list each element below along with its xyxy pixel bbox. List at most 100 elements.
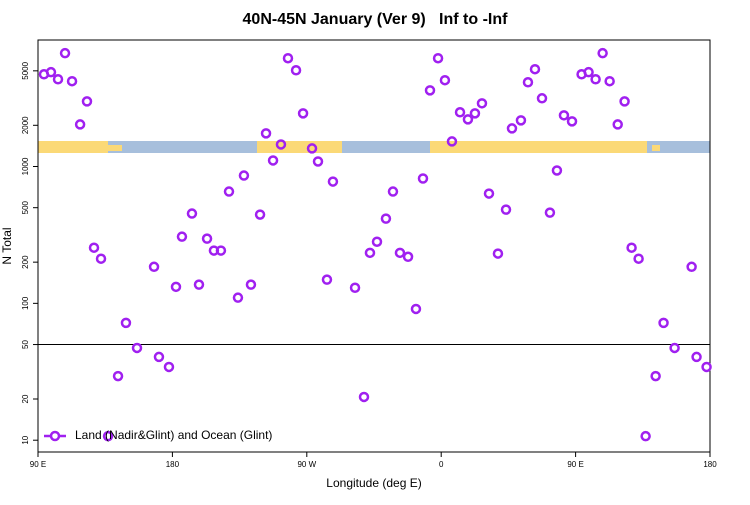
point: [59, 47, 71, 59]
point: [358, 391, 370, 403]
point: [45, 66, 57, 78]
point: [245, 279, 257, 290]
point: [387, 186, 399, 197]
point: [131, 342, 143, 354]
x-tick-label: 0: [439, 460, 444, 469]
point: [66, 75, 78, 87]
point: [254, 209, 266, 220]
y-tick-label: 1000: [21, 157, 30, 175]
x-tick-label: 90 E: [567, 460, 583, 469]
x-tick-label: 90 W: [297, 460, 316, 469]
point: [306, 143, 318, 154]
y-axis-label: N Total: [0, 227, 14, 264]
point: [432, 52, 444, 64]
point: [439, 74, 451, 86]
point: [529, 63, 541, 75]
y-tick-label: 200: [21, 255, 30, 269]
legend-swatch-marker: [49, 430, 61, 442]
y-tick-label: 500: [21, 200, 30, 214]
point: [120, 317, 132, 329]
point: [590, 73, 601, 85]
point: [536, 93, 548, 104]
point: [558, 110, 570, 121]
point: [476, 98, 488, 109]
point: [260, 128, 272, 139]
point: [52, 73, 64, 85]
point: [176, 231, 188, 242]
y-tick-label: 2000: [21, 116, 30, 134]
point: [193, 279, 205, 290]
plot-frame: [37, 39, 711, 453]
point: [186, 208, 198, 219]
point: [686, 261, 697, 273]
point: [410, 303, 422, 315]
x-tick-label: 90 E: [30, 460, 46, 469]
point: [597, 47, 608, 59]
point: [417, 173, 429, 184]
point: [612, 119, 623, 130]
point: [238, 170, 250, 181]
point: [566, 116, 578, 127]
point: [669, 342, 680, 354]
point: [658, 317, 669, 329]
legend-label: Land (Nadir&Glint) and Ocean (Glint): [75, 428, 272, 442]
point: [148, 261, 160, 273]
point: [380, 213, 392, 224]
point: [492, 248, 504, 259]
y-tick-label: 20: [21, 394, 30, 403]
point: [81, 96, 93, 107]
point: [544, 207, 556, 218]
point: [327, 176, 339, 187]
point: [691, 351, 702, 363]
point: [469, 108, 481, 119]
point: [349, 282, 361, 294]
y-tick-label: 100: [21, 296, 30, 310]
point: [170, 281, 182, 293]
point: [483, 188, 495, 199]
point: [163, 361, 175, 373]
chart-title: 40N-45N January (Ver 9) Inf to -Inf: [243, 11, 509, 28]
point: [201, 233, 213, 244]
point: [102, 430, 114, 442]
point: [446, 136, 458, 147]
y-tick-label: 50: [21, 340, 30, 349]
point: [462, 114, 474, 125]
point: [215, 245, 227, 256]
x-tick-label: 180: [166, 460, 180, 469]
point: [282, 52, 294, 64]
point: [506, 123, 518, 134]
point: [522, 77, 534, 88]
point: [619, 96, 630, 107]
point: [312, 156, 324, 167]
point: [232, 292, 244, 303]
point: [290, 64, 302, 76]
point: [394, 247, 406, 259]
x-tick-label: 180: [703, 460, 717, 469]
point: [402, 251, 414, 263]
point: [95, 253, 107, 264]
point: [371, 236, 383, 247]
point: [626, 242, 637, 253]
point: [153, 351, 165, 363]
land-ocean-strip: [38, 141, 710, 153]
point: [275, 139, 287, 150]
point: [74, 119, 86, 130]
point: [515, 115, 527, 126]
x-axis-label: Longitude (deg E): [326, 476, 421, 490]
y-tick-label: 5000: [21, 61, 30, 79]
point: [551, 165, 563, 176]
point: [267, 155, 279, 166]
point: [650, 370, 661, 382]
point: [112, 370, 124, 382]
point: [640, 430, 651, 442]
point: [701, 361, 712, 373]
y-tick-label: 10: [21, 435, 30, 444]
point: [633, 253, 644, 264]
point: [364, 247, 376, 259]
point: [604, 75, 615, 87]
point: [583, 66, 594, 78]
point: [424, 85, 436, 96]
point: [297, 108, 309, 119]
point: [454, 107, 466, 118]
